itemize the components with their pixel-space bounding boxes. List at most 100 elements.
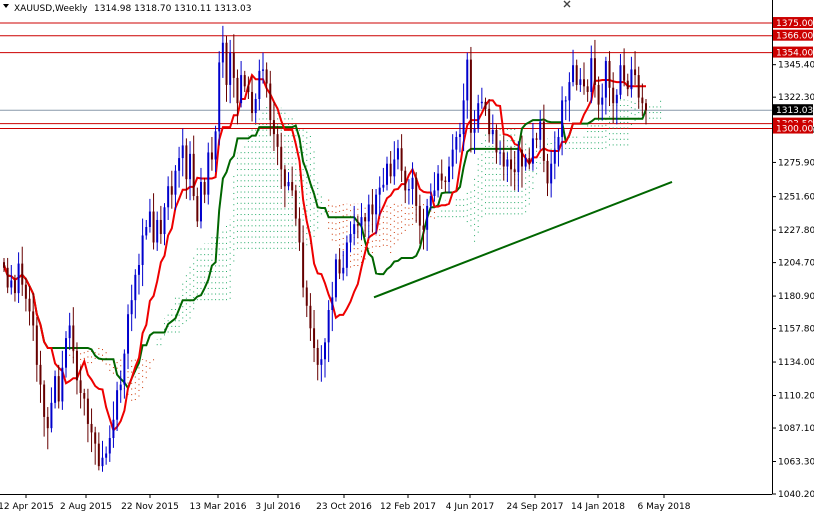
candle-body (473, 128, 476, 133)
candle-body (619, 65, 622, 95)
price-labels-layer: 1375.001366.001354.001313.031303.501300.… (773, 17, 813, 135)
candle-body (535, 138, 538, 140)
candle-body (386, 163, 389, 185)
candle-body (604, 61, 607, 98)
x-tick-label: 22 Nov 2015 (121, 502, 179, 512)
price-label-box (773, 122, 813, 134)
candle-body (276, 134, 279, 147)
candle-body (415, 177, 418, 206)
candle-body (159, 219, 162, 235)
candle-body (243, 75, 246, 87)
candle-body (316, 347, 319, 365)
candle-body (553, 149, 556, 164)
close-icon[interactable] (563, 0, 571, 8)
candle-body (645, 103, 647, 111)
candle-body (517, 149, 520, 173)
candle-body (623, 65, 626, 81)
candle-body (429, 196, 432, 206)
candle-body (141, 235, 144, 265)
candle-body (189, 153, 192, 180)
candle-body (626, 80, 629, 90)
candle-body (265, 69, 268, 84)
candle-body (382, 184, 385, 188)
candle-body (564, 100, 567, 102)
candle-body (448, 166, 451, 182)
y-tick-label: 1275.90 (778, 158, 814, 168)
candle-body (615, 94, 618, 104)
candle-body (367, 204, 370, 222)
candle-body (210, 152, 213, 160)
candle-body (557, 136, 560, 150)
y-tick-label: 1204.70 (778, 259, 814, 269)
candle-body (229, 52, 232, 85)
candle-body (506, 159, 509, 167)
candle-body (601, 97, 604, 105)
candle-body (236, 77, 239, 104)
candle-body (105, 453, 108, 458)
price-label-text: 1313.03 (776, 106, 813, 116)
candle-body (35, 325, 38, 365)
candle-body (61, 367, 64, 402)
candle-body (579, 79, 582, 85)
candle-body (214, 131, 217, 160)
candle-body (513, 169, 516, 173)
candle-body (298, 218, 301, 243)
candle-body (21, 263, 24, 285)
price-label-box (773, 29, 813, 41)
levels-layer (0, 22, 772, 130)
candle-body (145, 227, 148, 236)
candle-body (462, 100, 465, 135)
candle-body (327, 310, 330, 343)
candle-body (148, 211, 151, 228)
triangle-down-icon[interactable] (3, 4, 9, 8)
candle-body (630, 69, 633, 90)
chart-header: XAUUSD,Weekly 1314.98 1318.70 1310.11 13… (3, 4, 251, 14)
candle-body (17, 263, 20, 294)
candle-body (338, 259, 341, 274)
candle-body (491, 129, 494, 135)
candle-body (72, 325, 75, 351)
candle-body (272, 120, 275, 135)
candle-body (50, 402, 53, 429)
candle-body (170, 186, 173, 195)
candle-body (396, 148, 399, 160)
candle-body (97, 443, 100, 467)
close-button-bg[interactable] (561, 0, 575, 8)
candle-body (309, 305, 312, 329)
candle-body (539, 121, 542, 140)
candle-body (123, 353, 126, 385)
support-trendline (373, 181, 673, 299)
candle-body (130, 300, 133, 315)
candle-body (68, 325, 71, 339)
candle-body (349, 234, 352, 243)
candle-body (342, 267, 345, 274)
candle-body (32, 311, 35, 326)
candle-body (86, 398, 89, 424)
candle-body (469, 59, 472, 133)
candle-body (484, 101, 487, 109)
candle-body (251, 91, 254, 114)
candle-body (137, 264, 140, 275)
candle-body (510, 159, 513, 170)
x-tick-label: 12 Feb 2017 (380, 502, 436, 512)
candle-body (240, 75, 243, 104)
candle-body (156, 219, 159, 243)
candle-body (371, 204, 374, 215)
close-button[interactable] (561, 0, 575, 8)
candle-body (6, 267, 9, 288)
candle-body (444, 180, 447, 182)
candle-body (181, 145, 184, 159)
candle-body (280, 146, 283, 170)
candle-body (458, 134, 461, 137)
candle-body (455, 136, 458, 150)
y-tick-label: 1180.90 (778, 292, 814, 302)
x-tick-label: 3 Jul 2016 (255, 502, 300, 512)
candle-body (287, 181, 290, 187)
candle-body (393, 159, 396, 177)
candle-body (637, 75, 640, 98)
candle-body (119, 384, 122, 391)
candle-body (196, 196, 199, 222)
trendline-layer (373, 181, 673, 299)
